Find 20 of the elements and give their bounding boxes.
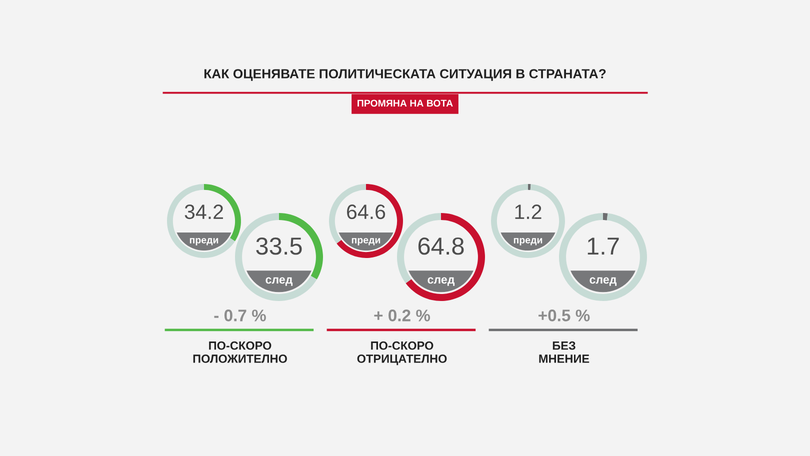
text: след — [428, 277, 455, 286]
data-label: 64.6 — [347, 204, 386, 220]
text: БЕЗ МНЕНИЕ — [539, 341, 590, 363]
data-label: 1.2 — [515, 204, 542, 219]
data-label: 1.7 — [588, 238, 619, 255]
data-label: 33.5 — [256, 237, 302, 255]
data-label: 64.8 — [418, 237, 464, 255]
text: след — [590, 277, 617, 286]
text: ПРОМЯНА НА ВОТА — [358, 100, 453, 107]
text: КАК ОЦЕНЯВАТЕ ПОЛИТИЧЕСКАТА СИТУАЦИЯ В СТРАНАТА? — [204, 69, 606, 81]
text: преди — [190, 238, 218, 246]
text: след — [266, 277, 293, 286]
text: +0.5 % — [538, 310, 590, 322]
text: преди — [514, 238, 542, 246]
text: - 0.7 % — [214, 310, 266, 322]
text: + 0.2 % — [374, 310, 430, 322]
text: преди — [352, 238, 380, 246]
data-label: 34.2 — [184, 204, 223, 220]
text: ПО-СКОРО ОТРИЦАТЕЛНО — [357, 341, 447, 366]
text: ПО-СКОРО ПОЛОЖИТЕЛНО — [193, 341, 287, 363]
